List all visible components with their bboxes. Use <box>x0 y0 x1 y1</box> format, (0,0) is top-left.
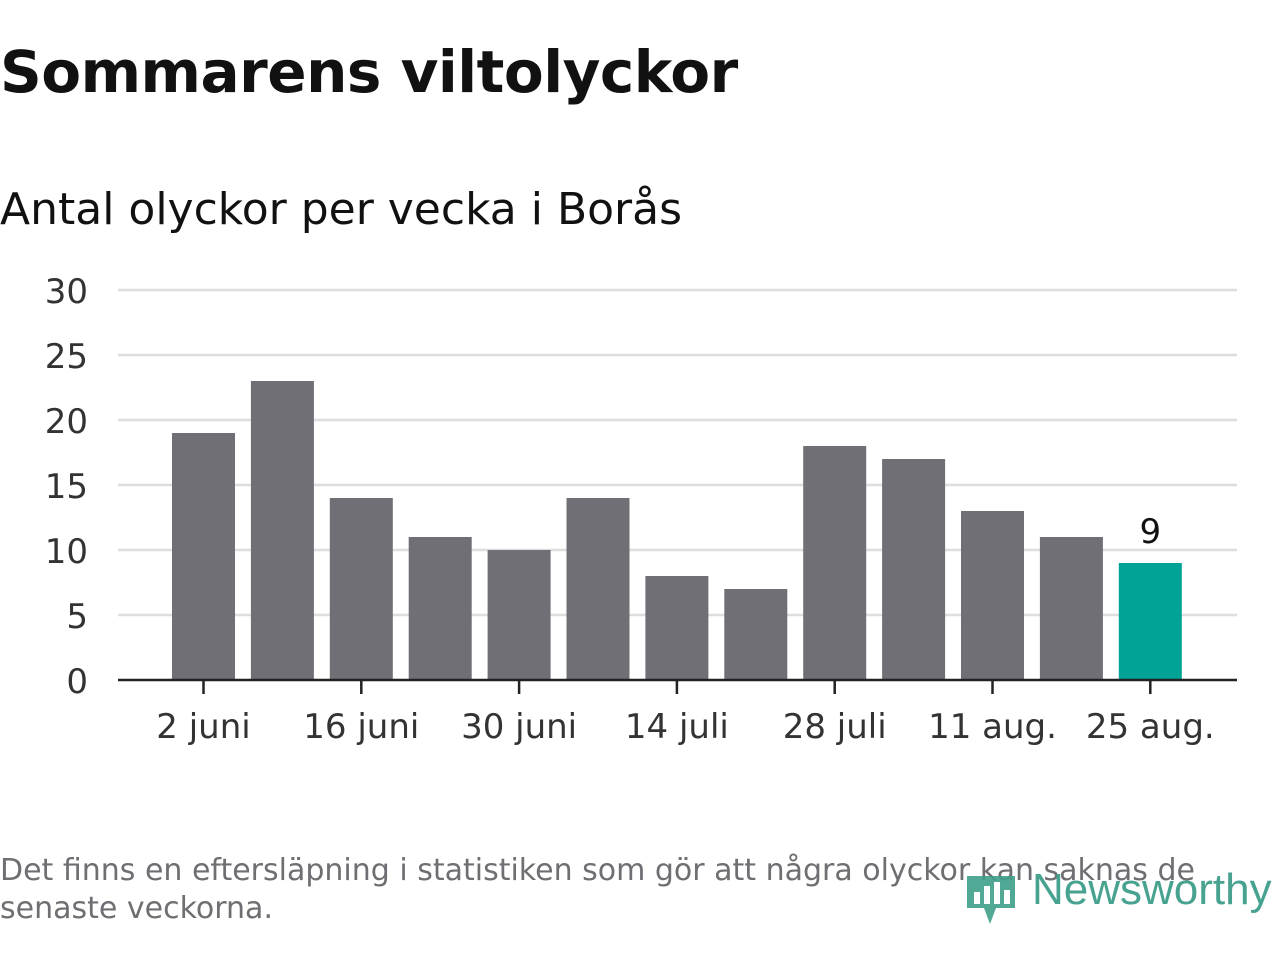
y-tick-label: 20 <box>45 402 88 442</box>
newsworthy-logo: Newsworthy <box>962 862 1278 928</box>
y-tick-label: 10 <box>45 532 88 572</box>
newsworthy-logo-text: Newsworthy <box>1032 865 1272 914</box>
data-label: 9 <box>1139 512 1161 552</box>
x-tick-label: 11 aug. <box>928 707 1057 747</box>
bar <box>803 446 867 680</box>
bar <box>961 511 1024 680</box>
x-tick-label: 2 juni <box>156 707 250 747</box>
bar <box>172 433 235 680</box>
bar-chart: 0 5 10 15 20 25 30 9 2 juni 16 juni 30 juni 14 ju… <box>45 272 1237 747</box>
x-tick-label: 14 juli <box>625 707 729 747</box>
bars <box>172 381 1182 680</box>
y-tick-label: 15 <box>45 467 88 507</box>
bar <box>487 550 551 680</box>
y-tick-label: 30 <box>45 272 88 312</box>
y-tick-label: 5 <box>66 597 88 637</box>
bar <box>329 498 393 680</box>
bar <box>250 381 314 680</box>
y-tick-label: 25 <box>45 337 88 377</box>
chart-title: Sommarens viltolyckor <box>0 38 738 106</box>
x-tick-label: 28 juli <box>783 707 887 747</box>
bar <box>566 498 630 680</box>
bar <box>724 589 788 680</box>
bar <box>408 537 472 680</box>
y-axis-labels: 0 5 10 15 20 25 30 <box>45 272 88 702</box>
x-tick-label: 16 juni <box>303 707 419 747</box>
bar <box>882 459 946 680</box>
newsworthy-logo-icon <box>967 876 1015 924</box>
bar-highlight <box>1118 563 1182 680</box>
x-tick-label: 25 aug. <box>1086 707 1215 747</box>
x-axis-ticks: 2 juni 16 juni 30 juni 14 juli 28 juli 11 aug… <box>156 680 1215 747</box>
y-tick-label: 0 <box>66 662 88 702</box>
data-labels: 9 <box>1139 512 1161 552</box>
chart-subtitle: Antal olyckor per vecka i Borås <box>0 184 683 235</box>
bar <box>645 576 709 680</box>
bar <box>1039 537 1103 680</box>
x-tick-label: 30 juni <box>461 707 577 747</box>
